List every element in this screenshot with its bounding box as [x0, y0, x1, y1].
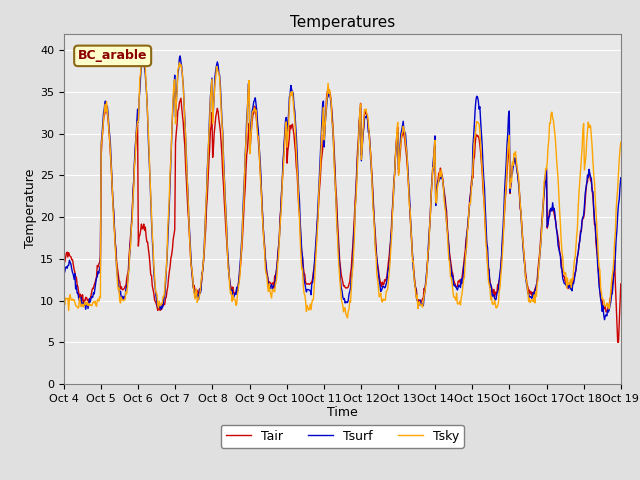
- Y-axis label: Temperature: Temperature: [24, 169, 37, 249]
- Tair: [214, 106, 221, 111]
- Title: Temperatures: Temperatures: [290, 15, 395, 30]
- Tsurf: [428, 192, 435, 197]
- Tsurf: [127, 224, 135, 230]
- Tsurf: [177, 53, 184, 59]
- Tsky: [139, 48, 147, 54]
- X-axis label: Time: Time: [327, 407, 358, 420]
- Tsky: [344, 315, 351, 321]
- Tsky: [127, 224, 135, 229]
- Tsurf: [617, 175, 625, 180]
- Tsurf: [60, 271, 68, 277]
- Tair: [428, 195, 435, 201]
- Tsky: [185, 211, 193, 217]
- Tsurf: [214, 62, 222, 68]
- Tair: [70, 266, 78, 272]
- Tsurf: [601, 317, 609, 323]
- Tsky: [60, 298, 68, 304]
- Tsky: [70, 297, 78, 302]
- Legend: Tair, Tsurf, Tsky: Tair, Tsurf, Tsky: [221, 425, 464, 448]
- Tsurf: [411, 282, 419, 288]
- Tsurf: [185, 212, 193, 217]
- Tair: [60, 260, 68, 265]
- Tsky: [617, 140, 625, 145]
- Tair: [617, 281, 625, 287]
- Tsky: [214, 69, 222, 75]
- Text: BC_arable: BC_arable: [78, 49, 147, 62]
- Tsky: [412, 289, 419, 295]
- Line: Tsurf: Tsurf: [64, 56, 621, 320]
- Tair: [184, 207, 192, 213]
- Tsurf: [70, 276, 78, 282]
- Tsky: [428, 183, 436, 189]
- Tair: [411, 279, 419, 285]
- Line: Tair: Tair: [64, 89, 621, 342]
- Line: Tsky: Tsky: [64, 51, 621, 318]
- Tair: [127, 222, 135, 228]
- Tair: [614, 339, 621, 345]
- Tair: [325, 86, 333, 92]
